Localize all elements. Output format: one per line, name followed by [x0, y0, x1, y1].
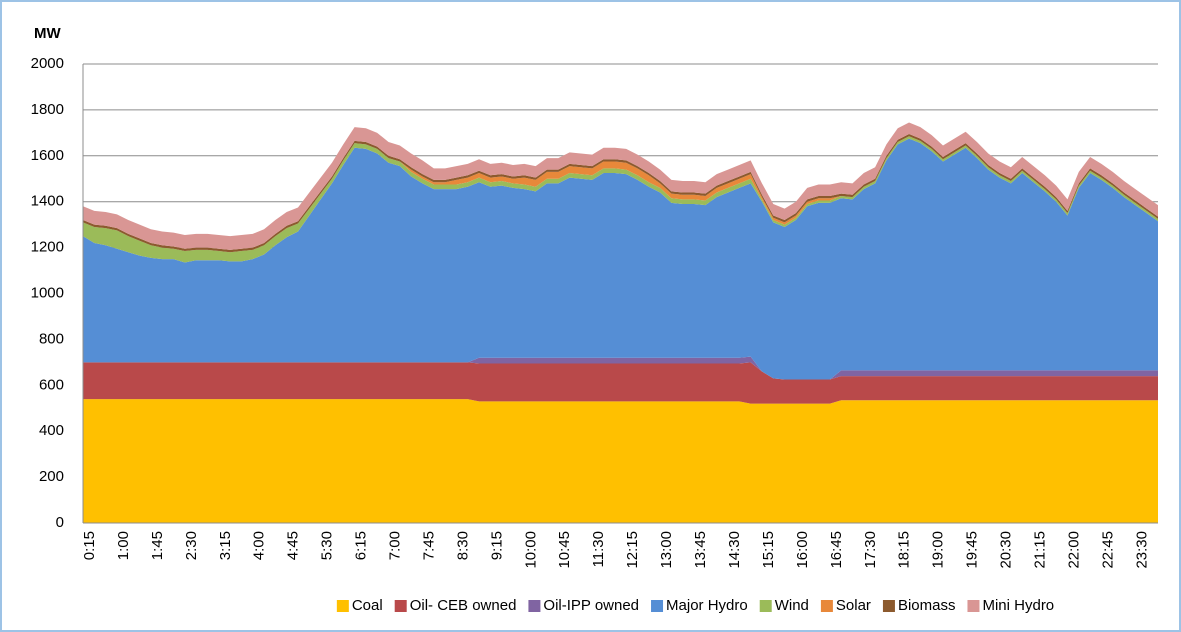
x-tick-label: 8:30 [454, 531, 471, 560]
legend-label: Oil-IPP owned [543, 597, 639, 614]
y-tick-label: 1600 [31, 147, 64, 164]
x-tick-label: 22:45 [1099, 531, 1116, 569]
legend-swatch [528, 600, 541, 612]
legend-label: Biomass [898, 597, 956, 614]
y-tick-label: 600 [39, 376, 64, 393]
x-tick-label: 4:00 [251, 531, 268, 560]
legend-swatch [882, 600, 895, 612]
legend-label: Solar [836, 597, 871, 614]
x-tick-label: 0:15 [81, 531, 98, 560]
x-tick-label: 14:30 [726, 531, 743, 569]
legend-label: Wind [775, 597, 809, 614]
x-tick-label: 19:00 [930, 531, 947, 569]
legend-swatch [967, 600, 980, 612]
x-tick-label: 3:15 [217, 531, 234, 560]
y-tick-label: 1400 [31, 193, 64, 210]
legend-swatch [820, 600, 833, 612]
legend-swatch [759, 600, 772, 612]
x-tick-label: 12:15 [624, 531, 641, 569]
x-tick-label: 7:00 [386, 531, 403, 560]
area [83, 356, 1158, 380]
y-tick-label: 200 [39, 468, 64, 485]
y-tick-label: 800 [39, 330, 64, 347]
x-tick-label: 16:45 [828, 531, 845, 569]
x-tick-label: 10:00 [522, 531, 539, 569]
x-tick-label: 21:15 [1031, 531, 1048, 569]
legend-label: Oil- CEB owned [410, 597, 517, 614]
x-tick-label: 20:30 [998, 531, 1015, 569]
area [83, 138, 1158, 380]
x-tick-label: 11:30 [590, 531, 607, 567]
x-tick-label: 13:45 [692, 531, 709, 569]
x-tick-label: 13:00 [658, 531, 675, 569]
legend-label: Coal [352, 597, 383, 614]
x-tick-label: 7:45 [420, 531, 437, 560]
legend-label: Mini Hydro [982, 597, 1054, 614]
x-tick-label: 23:30 [1133, 531, 1150, 569]
x-tick-label: 16:00 [794, 531, 811, 569]
y-tick-label: 1000 [31, 284, 64, 301]
area [83, 399, 1158, 523]
area [83, 362, 1158, 404]
x-tick-label: 19:45 [964, 531, 981, 569]
x-tick-label: 2:30 [183, 531, 200, 560]
y-tick-label: 0 [56, 514, 64, 531]
x-tick-label: 17:30 [862, 531, 879, 569]
x-tick-label: 6:15 [353, 531, 370, 560]
y-tick-label: 400 [39, 422, 64, 439]
x-tick-label: 4:45 [285, 531, 302, 560]
y-tick-label: 2000 [31, 55, 64, 72]
x-tick-label: 1:45 [149, 531, 166, 560]
legend: Coal Oil- CEB owned Oil-IPP owned Major Hyd… [336, 597, 1054, 614]
x-tick-label: 5:30 [319, 531, 336, 560]
area [83, 122, 1158, 250]
x-tick-label: 10:45 [556, 531, 573, 569]
y-axis-label: MW [34, 25, 61, 42]
y-tick-label: 1800 [31, 101, 64, 118]
x-tick-label: 18:15 [896, 531, 913, 569]
legend-swatch [651, 600, 664, 612]
legend-swatch [336, 600, 349, 612]
x-tick-label: 15:15 [760, 531, 777, 569]
legend-swatch [394, 600, 407, 612]
x-tick-label: 1:00 [115, 531, 132, 560]
legend-label: Major Hydro [666, 597, 748, 614]
x-tick-label: 9:15 [488, 531, 505, 560]
y-tick-label: 1200 [31, 239, 64, 256]
x-tick-label: 22:00 [1065, 531, 1082, 569]
